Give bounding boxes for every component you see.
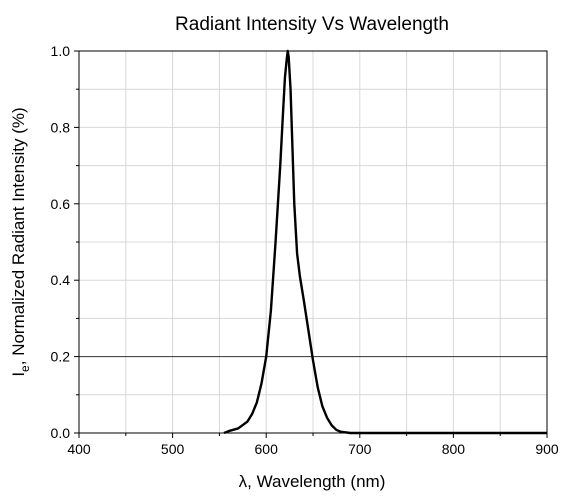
y-tick-label: 0.6 <box>51 196 71 212</box>
series-line <box>223 49 547 435</box>
y-tick-label: 0.4 <box>51 272 71 288</box>
x-tick-label: 800 <box>442 441 466 457</box>
x-tick-label: 900 <box>535 441 559 457</box>
y-axis-label-rest: , Normalized Radiant Intensity (%) <box>9 107 28 365</box>
y-tick-label: 1.0 <box>51 43 71 59</box>
plot-frame <box>78 50 548 434</box>
x-tick-label: 600 <box>255 441 279 457</box>
x-axis-label: λ, Wavelength (nm) <box>239 472 386 491</box>
y-axis-label-symbol: I <box>9 372 28 377</box>
x-tick-label: 400 <box>67 441 91 457</box>
y-axis-label-subscript: e <box>18 365 32 372</box>
x-tick-label: 700 <box>348 441 372 457</box>
chart-title: Radiant Intensity Vs Wavelength <box>175 14 449 35</box>
y-tick-label: 0.8 <box>51 119 71 135</box>
x-tick-label: 500 <box>161 441 185 457</box>
y-axis-label: Ie, Normalized Radiant Intensity (%) <box>9 107 32 376</box>
y-tick-label: 0.0 <box>51 425 71 441</box>
y-tick-label: 0.2 <box>51 349 71 365</box>
ticks: 400 500 600 700 800 900 0.0 0.2 0.4 0.6 0.8 1.0 <box>51 43 559 457</box>
grid <box>79 51 547 433</box>
